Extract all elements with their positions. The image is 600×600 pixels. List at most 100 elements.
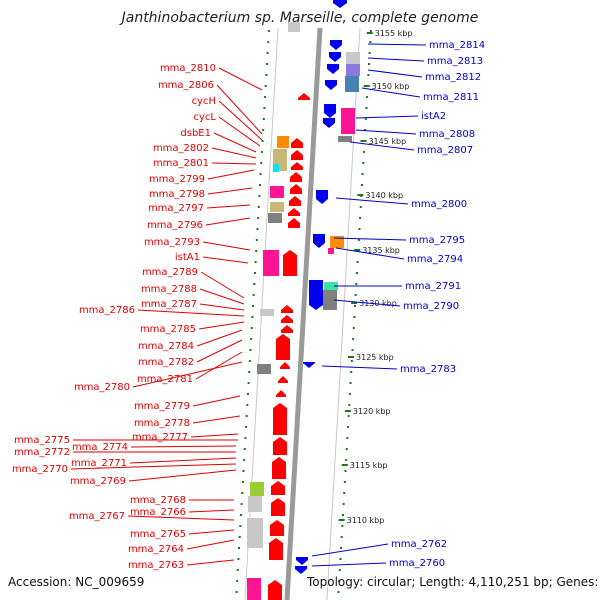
kbp-tick-label: 3120 kbp — [353, 407, 391, 416]
right-rail-dot — [352, 338, 355, 340]
left-gene-label: mma_2797 — [148, 203, 204, 214]
misc-gene-box — [273, 164, 279, 172]
left-gene-label: mma_2765 — [130, 529, 186, 540]
right-gene-arrow — [313, 234, 325, 248]
left-leader-line — [132, 361, 243, 388]
right-rail-dot — [345, 448, 348, 450]
left-gene-label: mma_2775 — [14, 435, 70, 446]
left-gene-arrow — [273, 403, 287, 435]
left-gene-arrow — [281, 325, 293, 333]
left-rail-dot — [248, 360, 251, 362]
right-leader-line — [355, 115, 419, 119]
right-leader-line — [335, 197, 409, 205]
right-leader-line — [333, 237, 407, 241]
left-gene-label: mma_2787 — [141, 299, 197, 310]
left-leader-line — [207, 169, 255, 180]
left-gene-label: mma_2772 — [14, 447, 70, 458]
kbp-tick-label: 3115 kbp — [350, 461, 388, 470]
left-gene-arrow — [290, 172, 302, 182]
left-gene-arrow — [276, 390, 286, 397]
left-gene-label: mma_2806 — [158, 80, 214, 91]
left-gene-arrow — [288, 218, 300, 228]
right-gene-label: mma_2783 — [400, 364, 456, 375]
right-rail-dot — [340, 536, 343, 538]
misc-gene-box — [328, 248, 334, 254]
left-leader-line — [213, 132, 257, 153]
left-rail-dot — [238, 536, 241, 538]
right-rail-dot — [337, 591, 340, 593]
right-rail-dot — [369, 41, 372, 43]
left-rail-dot — [267, 30, 270, 32]
left-rail-dot — [260, 151, 263, 153]
left-rail-dot — [245, 415, 248, 417]
right-rail-dot — [338, 569, 341, 571]
right-rail-dot — [339, 558, 342, 560]
kbp-tick-label: 3140 kbp — [365, 191, 403, 200]
right-gene-arrow — [330, 40, 342, 50]
left-rail-dot — [245, 426, 248, 428]
left-rail-dot — [257, 217, 260, 219]
left-leader-line — [190, 433, 239, 438]
left-leader-line — [130, 445, 237, 448]
right-gene-label: mma_2795 — [409, 235, 465, 246]
misc-gene-box — [323, 290, 337, 310]
left-gene-arrow — [271, 498, 285, 516]
left-leader-line — [211, 162, 257, 165]
left-rail-dot — [251, 316, 254, 318]
genome-backbone — [284, 27, 323, 600]
misc-gene-box — [263, 250, 279, 276]
left-rail-dot — [254, 261, 257, 263]
left-rail-dot — [252, 294, 255, 296]
left-gene-arrow — [280, 362, 290, 369]
right-rail-dot — [356, 261, 359, 263]
left-rail-dot — [267, 41, 270, 43]
left-gene-arrow — [272, 457, 286, 479]
left-rail-dot — [259, 173, 262, 175]
left-gene-label: istA1 — [175, 252, 200, 263]
left-rail-dot — [236, 569, 239, 571]
left-leader-line — [199, 303, 245, 311]
left-rail-dot — [238, 547, 241, 549]
right-rail-dot — [340, 547, 343, 549]
right-gene-label: mma_2812 — [425, 72, 481, 83]
left-gene-label: cycL — [194, 112, 217, 123]
right-gene-arrow — [323, 118, 335, 128]
misc-gene-box — [338, 136, 352, 142]
left-leader-line — [192, 415, 241, 424]
left-rail-dot — [264, 96, 267, 98]
left-gene-arrow — [288, 208, 300, 216]
left-rail-dot — [263, 107, 266, 109]
left-leader-line — [188, 509, 235, 513]
right-rail-dot — [357, 239, 360, 241]
right-gene-arrow — [325, 80, 337, 90]
left-rail-dot — [255, 250, 258, 252]
left-rail-dot — [246, 393, 249, 395]
misc-gene-box — [288, 22, 300, 32]
right-leader-line — [367, 57, 425, 62]
misc-gene-box — [257, 364, 271, 374]
topology-text: Topology: circular; Length: 4,110,251 bp… — [307, 575, 600, 589]
misc-gene-box — [345, 76, 359, 92]
right-rail-dot — [344, 470, 347, 472]
left-gene-label: mma_2779 — [134, 401, 190, 412]
left-gene-label: mma_2784 — [138, 341, 194, 352]
misc-gene-box — [247, 578, 261, 600]
left-gene-label: mma_2777 — [132, 432, 188, 443]
left-gene-label: mma_2786 — [79, 305, 135, 316]
left-rail-dot — [239, 514, 242, 516]
left-rail-dot — [262, 118, 265, 120]
right-leader-line — [333, 299, 401, 307]
right-leader-line — [367, 69, 423, 78]
left-gene-label: mma_2763 — [128, 560, 184, 571]
left-gene-label: mma_2802 — [153, 143, 209, 154]
left-leader-line — [195, 351, 243, 380]
right-rail-dot — [361, 173, 364, 175]
left-rail-dot — [239, 525, 242, 527]
left-rail-dot — [250, 338, 253, 340]
right-leader-line — [311, 543, 389, 557]
kbp-tick-label: 3155 kbp — [375, 29, 413, 38]
left-gene-arrow — [289, 196, 301, 206]
left-leader-line — [198, 321, 245, 330]
left-leader-line — [205, 217, 251, 226]
